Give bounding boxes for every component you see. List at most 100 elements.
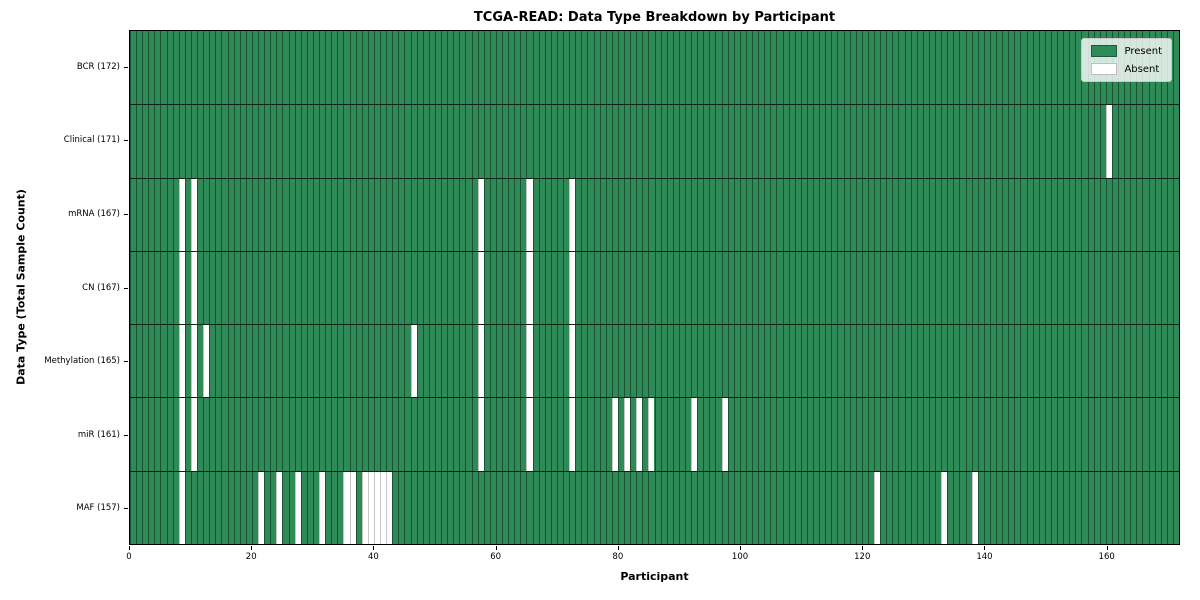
heatmap-cell [428,251,435,325]
y-tick-label-mrna: mRNA (167) [68,208,120,219]
heatmap-cell [678,325,685,398]
heatmap-cell [319,325,326,398]
heatmap-cell [258,398,265,471]
heatmap-cell [624,178,631,251]
heatmap-cell [764,105,771,178]
heatmap-cell [404,178,411,251]
heatmap-cell [264,251,271,325]
heatmap-cell [947,251,954,325]
heatmap-cell [319,398,326,471]
heatmap-cell [691,31,698,105]
heatmap-cell [1075,105,1082,178]
legend-entry-absent: Absent [1091,63,1162,75]
heatmap-cell [166,251,173,325]
heatmap-cell [1142,178,1149,251]
heatmap-cell [965,398,972,471]
heatmap-cell [1026,471,1033,544]
heatmap-cell [380,178,387,251]
heatmap-cell [1032,398,1039,471]
x-tick-label: 20 [245,552,257,562]
heatmap-cell [709,471,716,544]
heatmap-cell [1063,471,1070,544]
heatmap-cell [739,105,746,178]
heatmap-cell [471,178,478,251]
heatmap-cell [575,105,582,178]
heatmap-cell [935,251,942,325]
heatmap-cell [276,105,283,178]
heatmap-cell [447,105,454,178]
heatmap-cell [434,325,442,398]
heatmap-cell [1026,105,1033,178]
heatmap-cell [587,325,594,398]
heatmap-cell [1099,325,1106,398]
x-tick-mark [495,546,497,550]
heatmap-cell [495,398,503,471]
heatmap-cell [1032,31,1039,105]
heatmap-cell [867,31,875,105]
heatmap-cell [983,105,990,178]
heatmap-cell [477,105,484,178]
heatmap-cell [1032,471,1039,544]
heatmap-cell [1008,251,1015,325]
heatmap-cell [197,398,204,471]
heatmap-cell [642,471,649,544]
heatmap-cell [776,178,783,251]
heatmap-cell [1026,31,1033,105]
heatmap-cell [471,325,478,398]
heatmap-cell [587,471,594,544]
heatmap-cell [928,471,936,544]
heatmap-cell [861,251,868,325]
heatmap-cell [666,398,673,471]
heatmap-cell [770,471,777,544]
heatmap-cell [666,471,673,544]
heatmap-cell [843,251,850,325]
heatmap-cell [160,251,167,325]
heatmap-cell [1063,398,1070,471]
heatmap-cell [971,31,978,105]
heatmap-cell [270,471,277,544]
heatmap-cell [373,105,381,178]
heatmap-cell [1038,105,1045,178]
heatmap-cell [471,398,478,471]
heatmap-cell [386,325,393,398]
heatmap-cell [593,31,600,105]
heatmap-cell [813,325,820,398]
heatmap-cell [1111,325,1118,398]
heatmap-cell [422,471,429,544]
heatmap-cell [441,471,448,544]
heatmap-cell [727,398,734,471]
heatmap-cell [245,325,252,398]
heatmap-cell [758,105,765,178]
heatmap-cell [184,31,191,105]
heatmap-cell [154,31,161,105]
heatmap-cell [483,251,490,325]
heatmap-cell [294,178,301,251]
heatmap-cell [935,398,942,471]
heatmap-cell [892,105,899,178]
heatmap-cell [130,178,137,251]
heatmap-cell [965,105,972,178]
heatmap-cell [977,251,984,325]
heatmap-cell [306,471,313,544]
heatmap-cell [465,325,472,398]
heatmap-cell [764,178,771,251]
heatmap-cell [1105,105,1112,178]
heatmap-cell [977,31,984,105]
heatmap-cell [386,471,393,544]
heatmap-cell [611,105,618,178]
heatmap-cell [367,325,374,398]
heatmap-cell [849,178,856,251]
heatmap-cell [508,178,515,251]
heatmap-cell [1154,398,1161,471]
heatmap-cell [1026,178,1033,251]
heatmap-cell [1038,398,1045,471]
heatmap-cell [361,105,368,178]
heatmap-cell [666,325,673,398]
heatmap-cell [916,398,923,471]
heatmap-cell [1160,471,1167,544]
heatmap-cell [544,105,551,178]
heatmap-cell [1069,471,1076,544]
heatmap-cell [380,31,387,105]
heatmap-cell [209,251,216,325]
heatmap-cell [770,31,777,105]
